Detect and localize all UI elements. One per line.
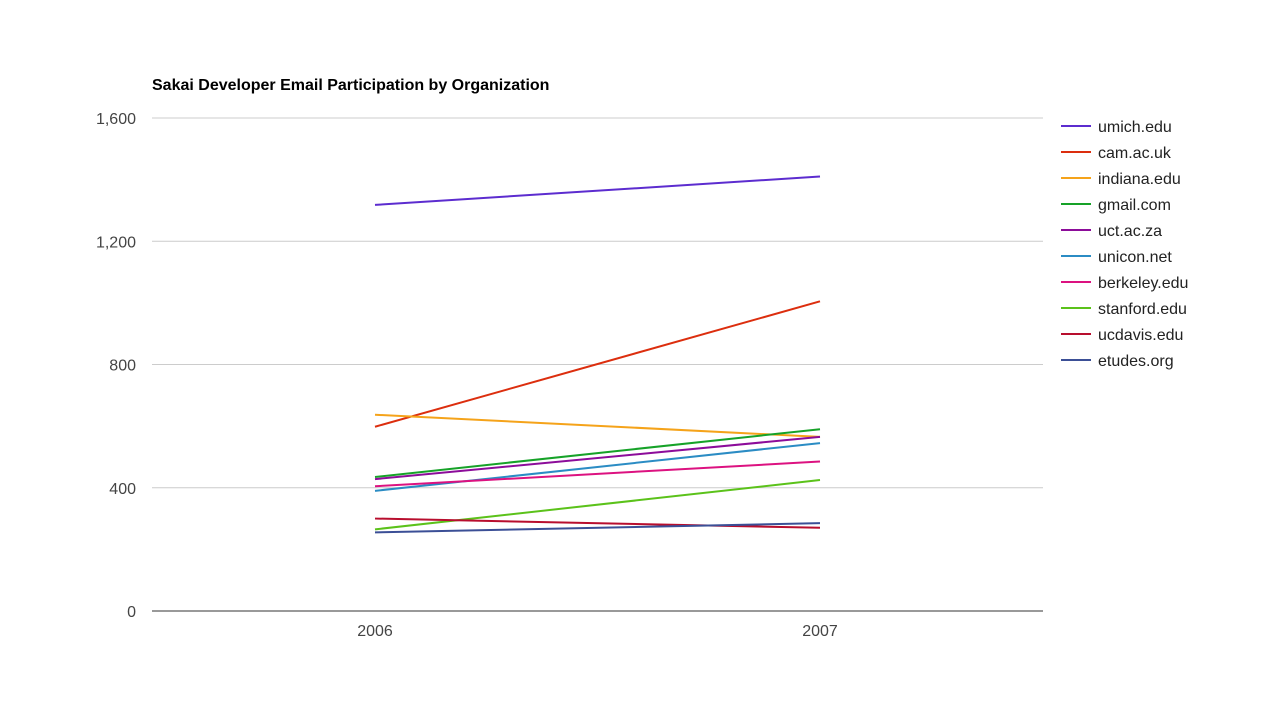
legend-label: stanford.edu	[1098, 301, 1187, 318]
series-line-uct-ac-za	[374, 435, 821, 481]
y-axis-tick-labels: 0 400 800 1,200 1,600	[96, 111, 136, 621]
series-line-indiana-edu	[374, 413, 821, 438]
series-line-gmail-com	[374, 428, 821, 478]
y-tick-label: 1,200	[96, 234, 136, 251]
series-line-berkeley-edu	[374, 460, 821, 488]
series-lines	[374, 175, 821, 534]
legend-label: indiana.edu	[1098, 171, 1181, 188]
y-tick-label: 800	[109, 358, 136, 375]
legend: umich.edu cam.ac.uk indiana.edu gmail.com uc…	[1061, 119, 1188, 370]
legend-label: ucdavis.edu	[1098, 327, 1183, 344]
legend-label: cam.ac.uk	[1098, 145, 1172, 162]
series-line-unicon-net	[374, 442, 821, 492]
series-line-cam-ac-uk	[374, 300, 821, 428]
legend-label: gmail.com	[1098, 197, 1171, 214]
legend-label: uct.ac.za	[1098, 223, 1162, 240]
y-tick-label: 1,600	[96, 111, 136, 128]
series-line-umich-edu	[374, 175, 821, 206]
series-line-stanford-edu	[374, 479, 821, 531]
series-line-etudes-org	[374, 522, 821, 534]
chart-title: Sakai Developer Email Participation by O…	[152, 77, 549, 94]
series-line-ucdavis-edu	[374, 517, 821, 529]
y-tick-label: 0	[127, 604, 136, 621]
legend-label: umich.edu	[1098, 119, 1172, 136]
x-axis-tick-labels: 2006 2007	[357, 623, 838, 640]
legend-label: etudes.org	[1098, 353, 1174, 370]
x-tick-label: 2007	[802, 623, 838, 640]
y-tick-label: 400	[109, 481, 136, 498]
x-tick-label: 2006	[357, 623, 393, 640]
legend-label: berkeley.edu	[1098, 275, 1188, 292]
legend-label: unicon.net	[1098, 249, 1172, 266]
